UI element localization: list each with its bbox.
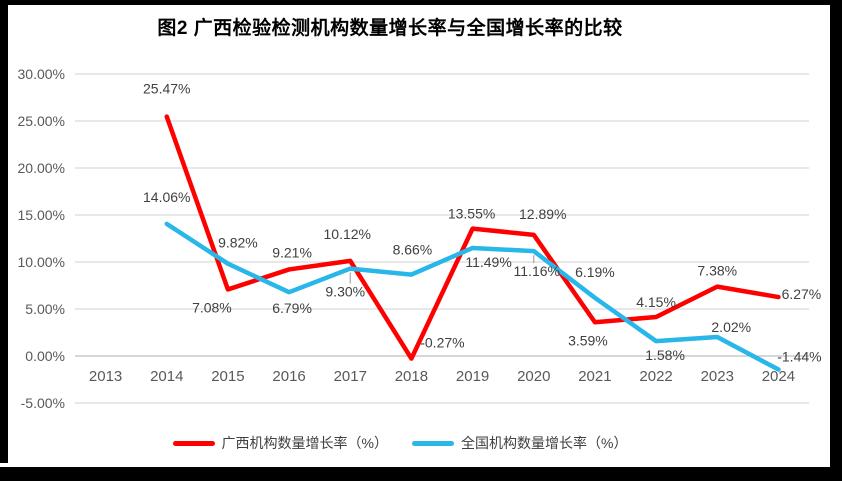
data-label: 25.47% xyxy=(143,81,190,97)
data-label: 6.27% xyxy=(782,286,822,302)
data-label: 12.89% xyxy=(519,206,566,222)
y-axis-tick-label: -5.00% xyxy=(21,395,65,411)
y-axis-tick-label: 25.00% xyxy=(18,113,65,129)
data-label: 1.58% xyxy=(645,347,685,363)
chart-title-row: 图2 广西检验检测机构数量增长率与全国增长率的比较 xyxy=(0,13,780,40)
x-axis-tick-label: 2014 xyxy=(150,368,183,385)
data-label: 4.15% xyxy=(636,294,676,310)
x-axis-tick-label: 2023 xyxy=(701,368,734,385)
data-label: 10.12% xyxy=(324,226,371,242)
frame-border-bottom xyxy=(0,467,842,481)
y-axis-tick-label: 30.00% xyxy=(18,66,65,82)
x-axis-tick-label: 2021 xyxy=(578,368,611,385)
y-axis-tick-label: 10.00% xyxy=(18,254,65,270)
data-label: 11.49% xyxy=(465,254,511,270)
frame-border-left xyxy=(0,0,8,463)
data-label: 14.06% xyxy=(143,189,190,205)
y-axis-tick-label: 15.00% xyxy=(18,207,65,223)
data-label: -0.27% xyxy=(420,335,464,351)
data-label: -1.44% xyxy=(777,349,821,365)
data-label: 6.19% xyxy=(575,264,615,280)
data-label: 13.55% xyxy=(448,206,495,222)
frame-border-right xyxy=(830,0,842,481)
data-label: 7.08% xyxy=(192,299,232,315)
y-axis-tick-label: 0.00% xyxy=(25,348,65,364)
y-axis-tick-label: 20.00% xyxy=(18,160,65,176)
series-line-national xyxy=(164,221,781,372)
x-axis-tick-label: 2016 xyxy=(272,368,305,385)
legend-label-national: 全国机构数量增长率（%） xyxy=(461,435,628,451)
data-label: 6.79% xyxy=(272,300,312,316)
x-axis-tick-label: 2024 xyxy=(762,368,795,385)
data-label: 8.66% xyxy=(393,242,433,258)
legend-item-national: 全国机构数量增长率（%） xyxy=(412,433,627,453)
legend-line-blue-icon xyxy=(412,440,454,446)
legend-label-guangxi: 广西机构数量增长率（%） xyxy=(221,435,388,451)
data-label: 3.59% xyxy=(568,332,608,348)
data-label: 9.82% xyxy=(218,235,258,251)
x-axis-tick-label: 2020 xyxy=(517,368,550,385)
chart-legend: 广西机构数量增长率（%） 全国机构数量增长率（%） xyxy=(0,433,800,453)
x-axis-tick-label: 2019 xyxy=(456,368,489,385)
x-axis-tick-label: 2015 xyxy=(211,368,244,385)
series-line-guangxi xyxy=(164,114,781,361)
legend-line-red-icon xyxy=(172,440,215,446)
x-axis-tick-label: 2018 xyxy=(395,368,428,385)
data-label: 11.16% xyxy=(514,263,560,279)
data-label: 2.02% xyxy=(711,319,751,335)
data-label: 7.38% xyxy=(697,263,737,279)
data-label: 9.30% xyxy=(325,284,365,300)
x-axis-tick-label: 2017 xyxy=(334,368,367,385)
data-label: 9.21% xyxy=(272,244,312,260)
y-axis-tick-label: 5.00% xyxy=(25,301,65,317)
x-axis-tick-label: 2022 xyxy=(639,368,672,385)
frame-border-top xyxy=(0,0,842,5)
legend-item-guangxi: 广西机构数量增长率（%） xyxy=(172,433,388,453)
x-axis-tick-label: 2013 xyxy=(89,368,122,385)
chart-title: 图2 广西检验检测机构数量增长率与全国增长率的比较 xyxy=(157,18,623,39)
